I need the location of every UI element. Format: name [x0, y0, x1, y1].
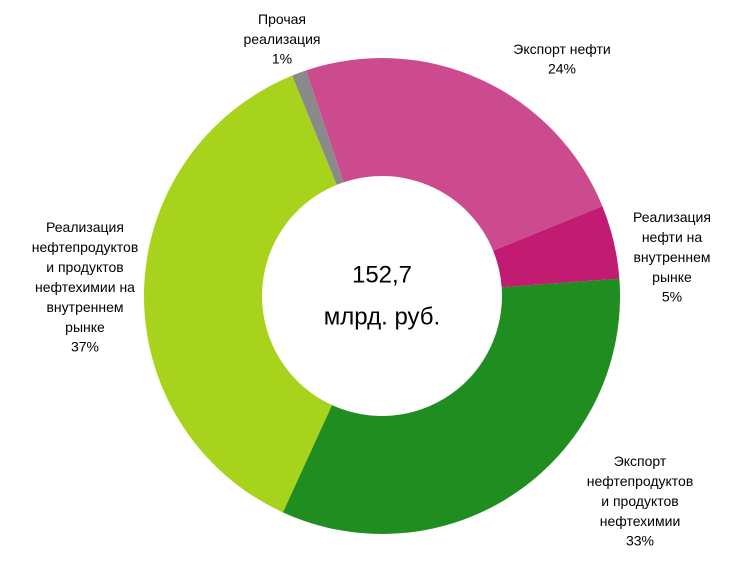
slice-percent: 24%: [548, 61, 576, 77]
slice-label: Экспорт нефтепродуктов и продуктов нефтехим…: [587, 453, 694, 529]
slice-label: Экспорт нефти: [513, 41, 610, 57]
slice-label: Реализация нефти на внутреннем рынке: [633, 209, 711, 285]
donut-slice: [144, 75, 337, 513]
slice-percent: 37%: [71, 339, 99, 355]
slice-label: Реализация нефтепродуктов и продуктов нефте…: [32, 219, 139, 335]
donut-slice: [306, 58, 603, 251]
center-unit: млрд. руб.: [324, 303, 440, 330]
slice-percent: 1%: [272, 51, 292, 67]
donut-slice: [282, 278, 620, 534]
donut-slice: [493, 206, 620, 288]
slice-label: Прочая реализация: [244, 11, 321, 47]
slice-percent: 5%: [662, 289, 682, 305]
center-value: 152,7: [352, 261, 412, 288]
slice-percent: 33%: [626, 533, 654, 549]
donut-slice: [292, 70, 344, 185]
